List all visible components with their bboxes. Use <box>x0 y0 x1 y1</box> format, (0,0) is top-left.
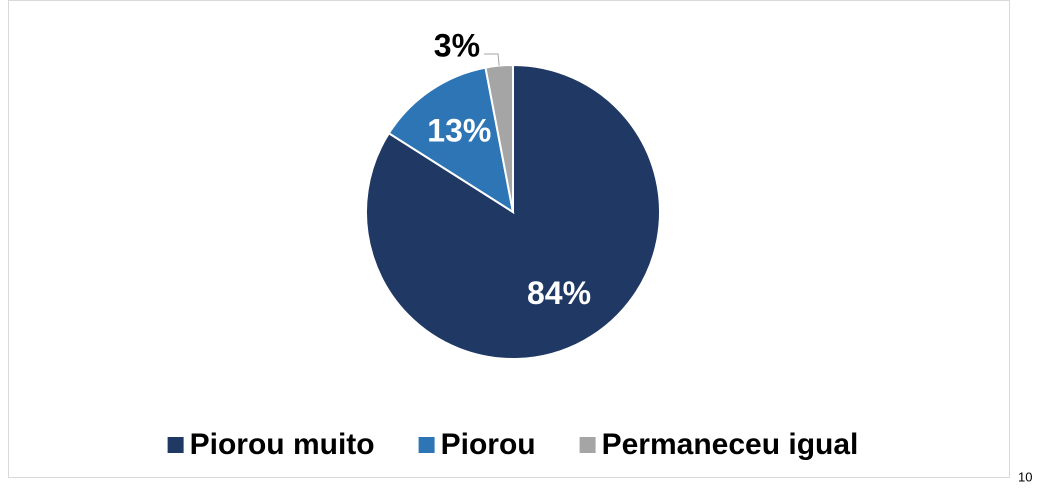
page-number: 10 <box>1018 469 1032 484</box>
legend-swatch <box>579 437 596 453</box>
legend-swatch <box>167 437 184 453</box>
data-label: 13% <box>427 112 491 148</box>
legend-label: Permaneceu igual <box>602 428 859 461</box>
pie-slice <box>484 63 514 213</box>
leader-line <box>484 53 500 66</box>
data-label: 3% <box>434 27 480 63</box>
legend-swatch <box>418 437 435 453</box>
legend-label: Piorou muito <box>190 428 375 461</box>
pie-slice <box>387 66 515 215</box>
legend-label: Piorou <box>441 428 536 461</box>
data-label: 84% <box>527 275 591 311</box>
